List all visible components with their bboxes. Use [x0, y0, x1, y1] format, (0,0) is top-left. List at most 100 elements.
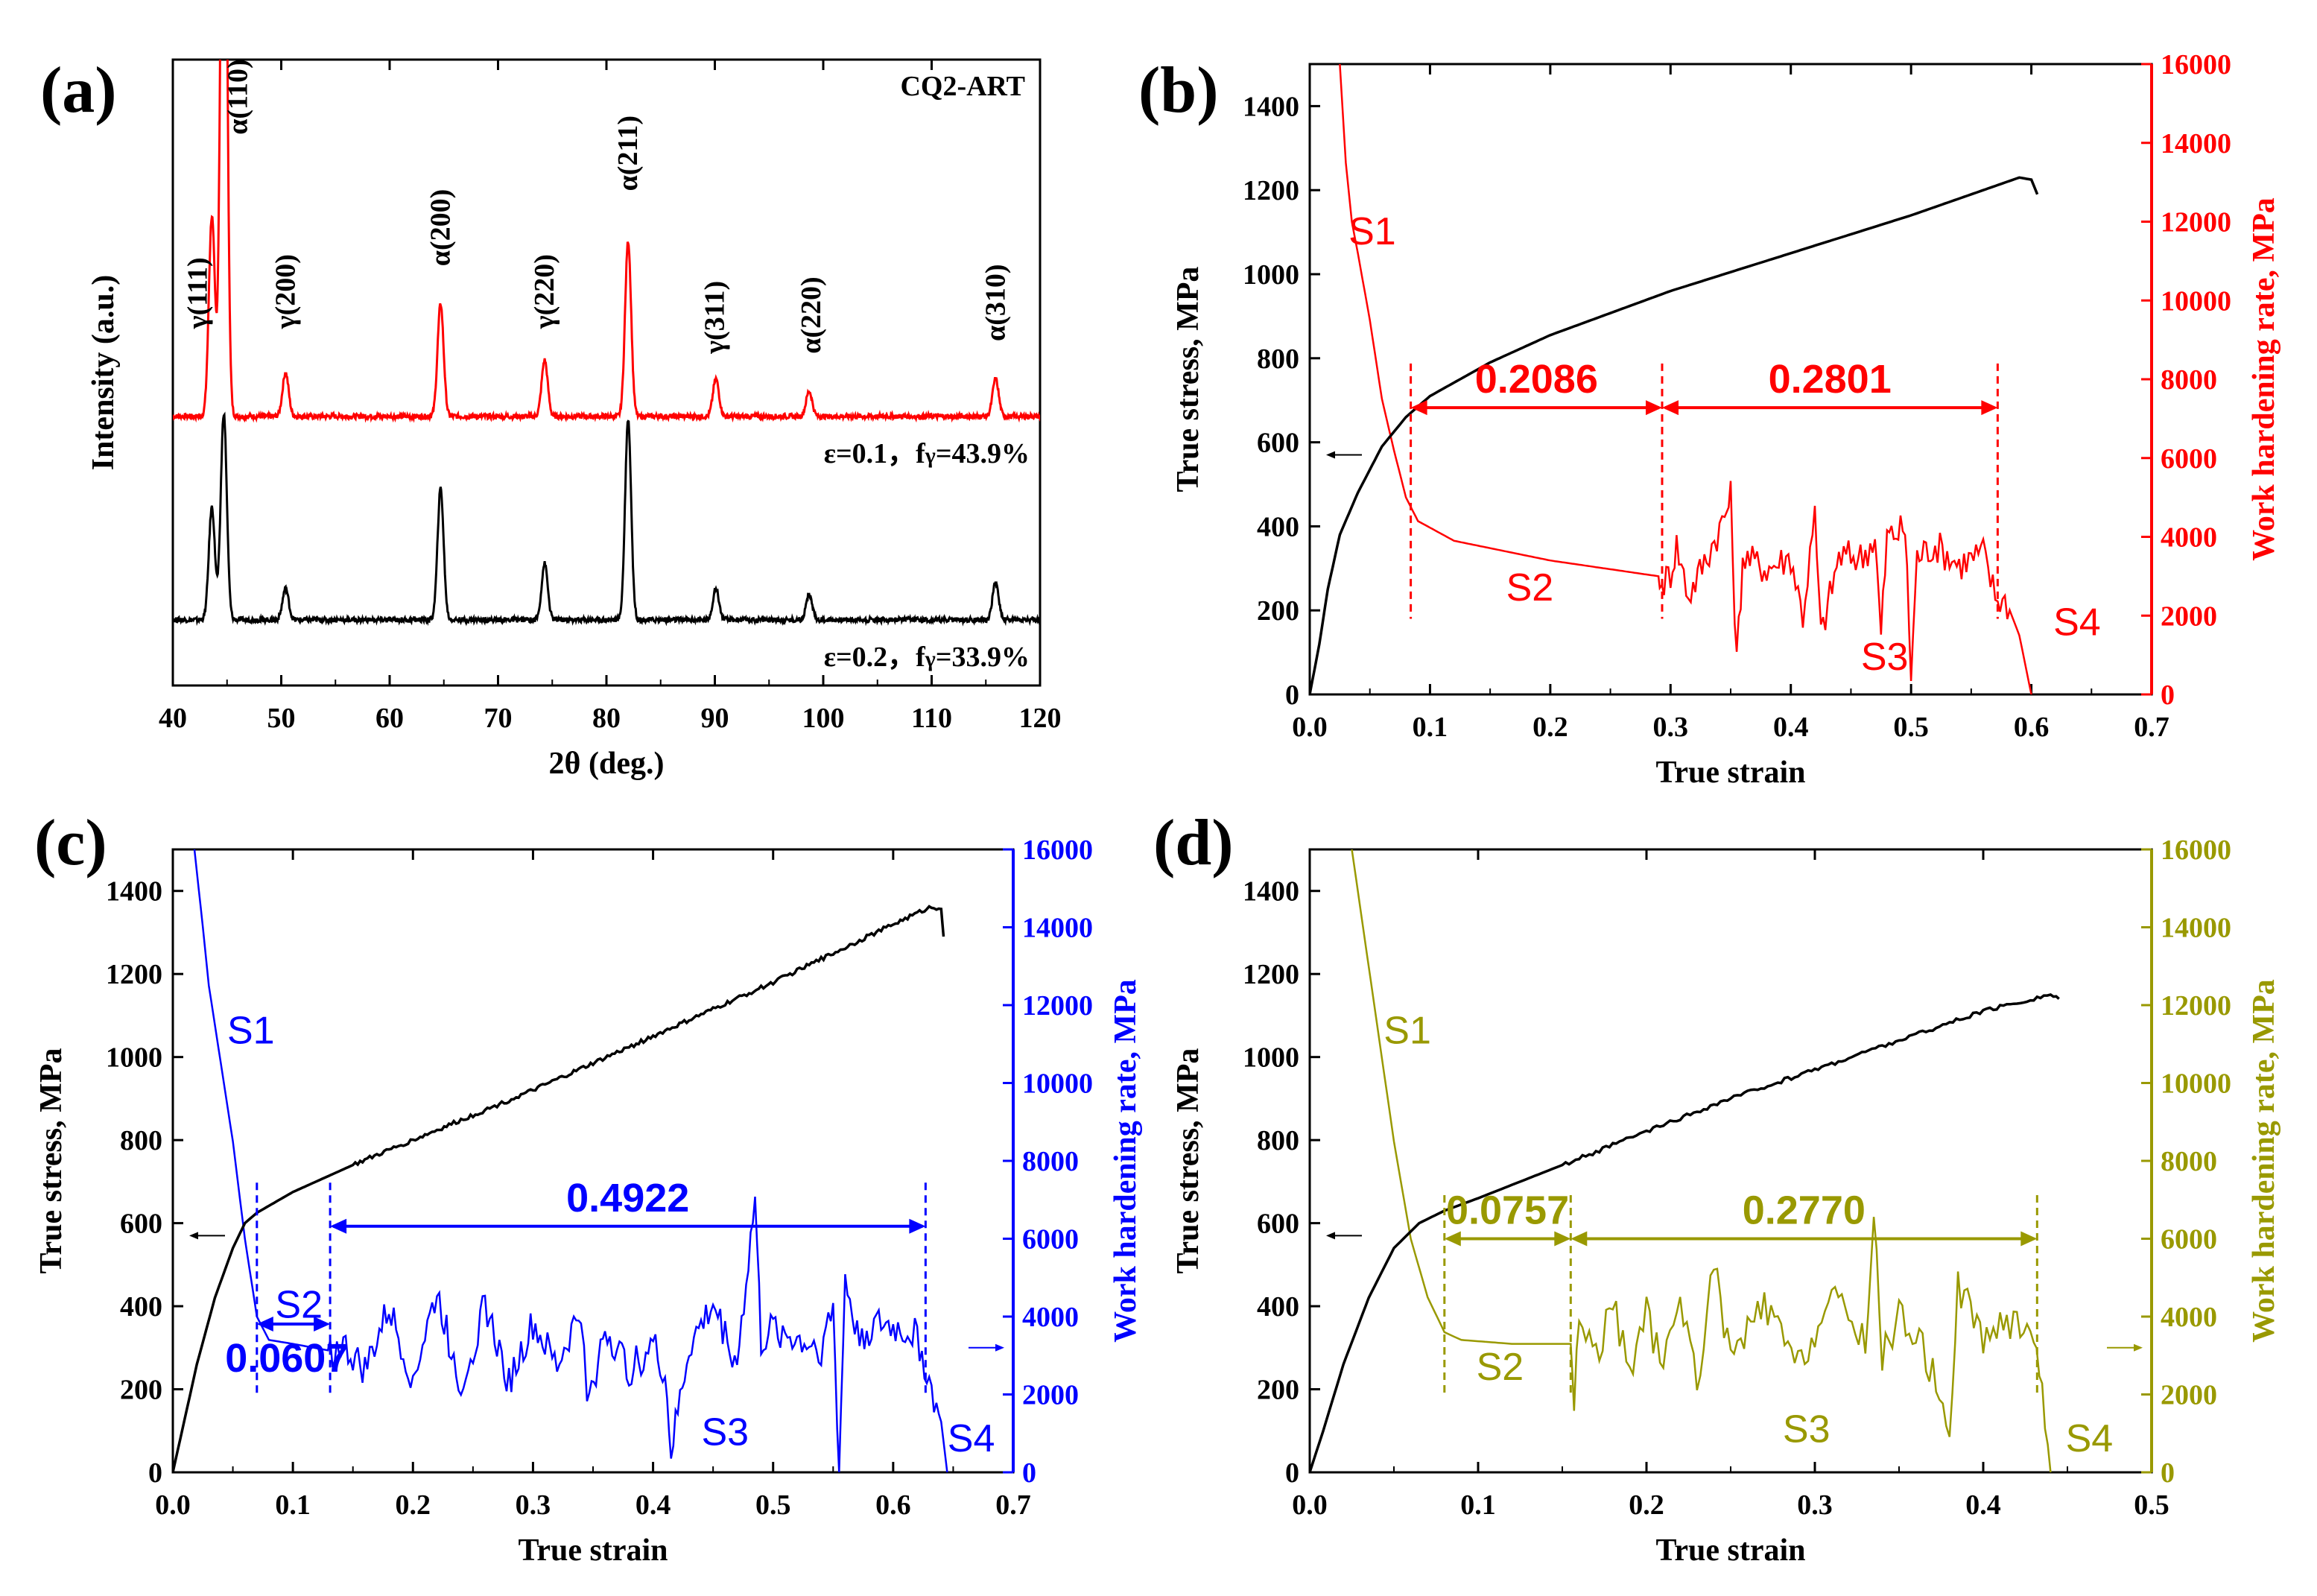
plot-frame — [1308, 848, 2153, 1474]
x-axis-label: True strain — [518, 1533, 668, 1568]
stage-label: S2 — [1477, 1346, 1524, 1389]
x-tick-label: 0.0 — [155, 1489, 191, 1521]
x-tick-label: 0.2 — [1629, 1489, 1664, 1521]
x-tick-label: 0.6 — [2014, 712, 2050, 743]
y-tick-label: 600 — [1257, 1209, 1299, 1240]
x-tick-label: 0.0 — [1292, 712, 1328, 743]
y-axis-label: Intensity (a.u.) — [86, 275, 121, 471]
x-tick-label: 100 — [802, 703, 845, 734]
x-tick-label: 90 — [701, 703, 729, 734]
panel-c-stress-strain: (c) 0.0 0.1 0.2 0.3 0.4 0.5 0.6 0.7 True strain Tr… — [34, 807, 1143, 1568]
x-tick-label: 0.2 — [1532, 712, 1568, 743]
interval-value: 0.2770 — [1743, 1188, 1866, 1233]
peak-label: α(211) — [612, 115, 644, 191]
panel-label: (b) — [1138, 54, 1219, 127]
series-label: ε=0.2，fγ=33.9% — [824, 642, 1030, 673]
y-tick-label: 1000 — [106, 1042, 162, 1074]
x-tick-label: 0.1 — [275, 1489, 311, 1521]
y2-tick-label: 12000 — [2161, 207, 2231, 238]
y2-axis-label: Work hardening rate, MPa — [1109, 979, 1143, 1343]
y-axis-label: True stress, MPa — [1171, 267, 1205, 493]
y-tick-label: 200 — [120, 1375, 162, 1406]
left-axis-indicator-head — [189, 1232, 198, 1240]
peak-label: γ(311) — [700, 281, 731, 355]
series-label-f: f — [916, 642, 926, 673]
x-tick-label: 60 — [375, 703, 404, 734]
panel-label: (a) — [40, 54, 117, 127]
plot-frame — [171, 58, 1042, 687]
y2-tick-label: 10000 — [2161, 285, 2231, 317]
stage-label: S3 — [1861, 636, 1909, 679]
arrow-head-left — [1410, 400, 1427, 416]
series-label-gamma: γ — [925, 443, 936, 468]
x-tick-label: 0.3 — [516, 1489, 551, 1521]
stage-label: S1 — [1383, 1009, 1431, 1052]
y-tick-label: 600 — [1257, 428, 1299, 459]
x-tick-label: 0.5 — [1893, 712, 1929, 743]
arrow-head-right — [2020, 1231, 2038, 1247]
left-axis-indicator-head — [1326, 451, 1335, 459]
x-tick-label: 0.2 — [396, 1489, 431, 1521]
stage-label: S3 — [701, 1411, 749, 1454]
y2-tick-label: 4000 — [2161, 522, 2217, 554]
y-tick-label: 1400 — [1243, 876, 1299, 908]
interval-value: 0.0607 — [225, 1336, 348, 1381]
y-tick-label: 1000 — [1243, 259, 1299, 291]
hardening-rate-line — [193, 849, 948, 1472]
stage-label: S4 — [2053, 601, 2101, 645]
x-tick-label: 110 — [911, 703, 952, 734]
arrow-head-left — [256, 1317, 273, 1332]
arrow-head-right — [1645, 400, 1662, 416]
peak-label: α(110) — [222, 59, 253, 134]
y-tick-label: 400 — [120, 1291, 162, 1323]
x-tick-label: 0.7 — [2134, 712, 2169, 743]
x-tick-label: 0.1 — [1460, 1489, 1496, 1521]
y2-tick-label: 10000 — [1022, 1068, 1093, 1100]
series-label-strain: ε=0.2， — [824, 642, 916, 673]
x-tick-label: 0.7 — [995, 1489, 1031, 1521]
stage-label: S4 — [2066, 1417, 2114, 1460]
y-tick-label: 1200 — [1243, 175, 1299, 206]
y2-tick-label: 0 — [2161, 680, 2175, 711]
y-axis-label: True stress, MPa — [1171, 1048, 1205, 1274]
peak-label: α(310) — [980, 264, 1011, 341]
y2-tick-label: 16000 — [1022, 835, 1093, 866]
x-axis-label: True strain — [1655, 1533, 1805, 1568]
y2-tick-label: 2000 — [1022, 1380, 1079, 1411]
arrow-head-right — [909, 1218, 926, 1234]
stage-label: S3 — [1783, 1407, 1831, 1451]
x-tick-label: 0.0 — [1292, 1489, 1328, 1521]
stage-label: S1 — [1348, 210, 1396, 253]
y-axis-label: True stress, MPa — [34, 1048, 69, 1274]
y-tick-label: 1200 — [106, 959, 162, 990]
x-axis-label: 2θ (deg.) — [549, 747, 665, 781]
y2-tick-label: 14000 — [1022, 913, 1093, 944]
y2-tick-label: 2000 — [2161, 601, 2217, 632]
y2-tick-label: 12000 — [1022, 990, 1093, 1022]
arrow-head-right — [1554, 1231, 1571, 1247]
stage-label: S2 — [1506, 566, 1554, 609]
arrow-head-left — [330, 1218, 347, 1234]
y2-tick-label: 2000 — [2161, 1380, 2217, 1411]
x-tick-label: 0.5 — [755, 1489, 791, 1521]
x-tick-label: 80 — [592, 703, 621, 734]
interval-value: 0.0757 — [1446, 1188, 1569, 1233]
x-tick-label: 0.1 — [1413, 712, 1448, 743]
hardening-rate-line — [1351, 849, 2052, 1472]
series-line-0 — [173, 60, 1040, 423]
y-tick-label: 600 — [120, 1209, 162, 1240]
right-axis-indicator-head — [995, 1343, 1004, 1352]
x-tick-label: 70 — [484, 703, 513, 734]
arrow-head-left — [1444, 1231, 1461, 1247]
arrow-head-left — [1570, 1231, 1588, 1247]
peak-label: α(220) — [796, 276, 827, 354]
arrow-head-right — [1981, 400, 1998, 416]
y2-tick-label: 4000 — [2161, 1302, 2217, 1333]
series-label-gamma: γ — [925, 647, 936, 671]
y2-tick-label: 0 — [1022, 1457, 1036, 1489]
y2-tick-label: 16000 — [2161, 835, 2231, 866]
y2-tick-label: 12000 — [2161, 990, 2231, 1022]
series-line-1 — [173, 411, 1040, 627]
panel-label: (d) — [1153, 807, 1234, 879]
